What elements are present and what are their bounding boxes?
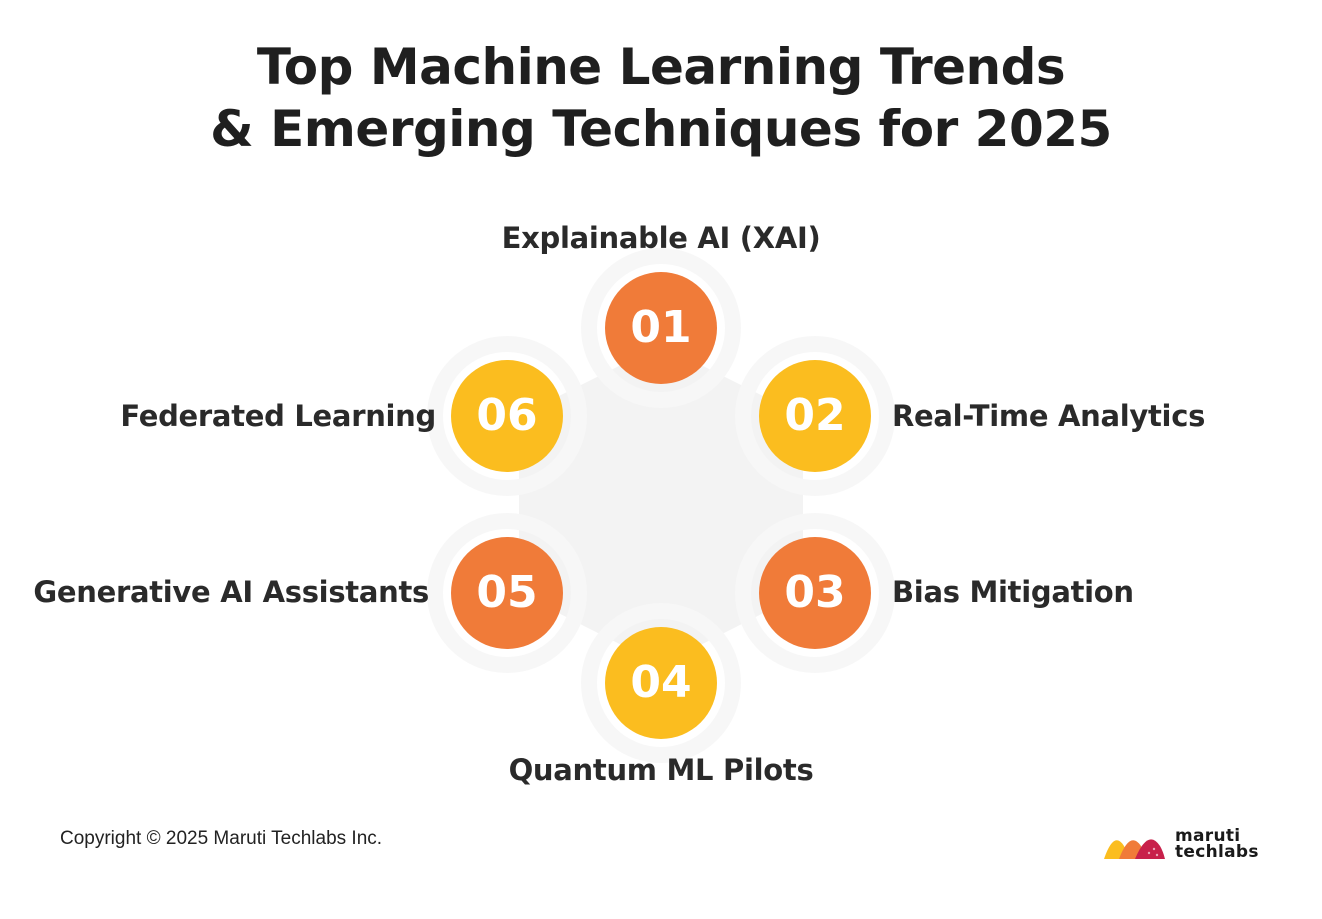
node-05-circle: 05 — [451, 537, 563, 649]
node-06-label: Federated Learning — [120, 399, 436, 433]
node-04-label: Quantum ML Pilots — [508, 753, 814, 787]
logo-mark-icon — [1104, 839, 1165, 859]
hub-ring-04 — [581, 603, 741, 763]
logo-line-1: maruti — [1175, 826, 1241, 846]
node-01-label: Explainable AI (XAI) — [501, 221, 821, 255]
node-03-label: Bias Mitigation — [892, 575, 1134, 609]
hub-ring-02 — [735, 336, 895, 496]
copyright-text: Copyright © 2025 Maruti Techlabs Inc. — [60, 828, 383, 849]
hub-hexagon — [519, 345, 803, 665]
company-logo: maruti techlabs — [1102, 826, 1272, 866]
hub-ring-06 — [427, 336, 587, 496]
node-06-circle: 06 — [451, 360, 563, 472]
node-05-label: Generative AI Assistants — [33, 575, 429, 609]
logo-line-2: techlabs — [1175, 842, 1259, 862]
node-02-label: Real-Time Analytics — [892, 399, 1206, 433]
node-04-circle: 04 — [605, 627, 717, 739]
hub-ring-01 — [581, 248, 741, 408]
hub-rings — [427, 248, 895, 763]
node-02-circle: 02 — [759, 360, 871, 472]
title-line-2: & Emerging Techniques for 2025 — [210, 100, 1112, 158]
title-line-1: Top Machine Learning Trends — [256, 38, 1066, 96]
logo-wordmark: maruti techlabs — [1175, 826, 1259, 862]
page-title: Top Machine Learning Trends & Emerging T… — [0, 36, 1322, 160]
node-03-circle: 03 — [759, 537, 871, 649]
node-01-circle: 01 — [605, 272, 717, 384]
hub-ring-05 — [427, 513, 587, 673]
hub-ring-03 — [735, 513, 895, 673]
